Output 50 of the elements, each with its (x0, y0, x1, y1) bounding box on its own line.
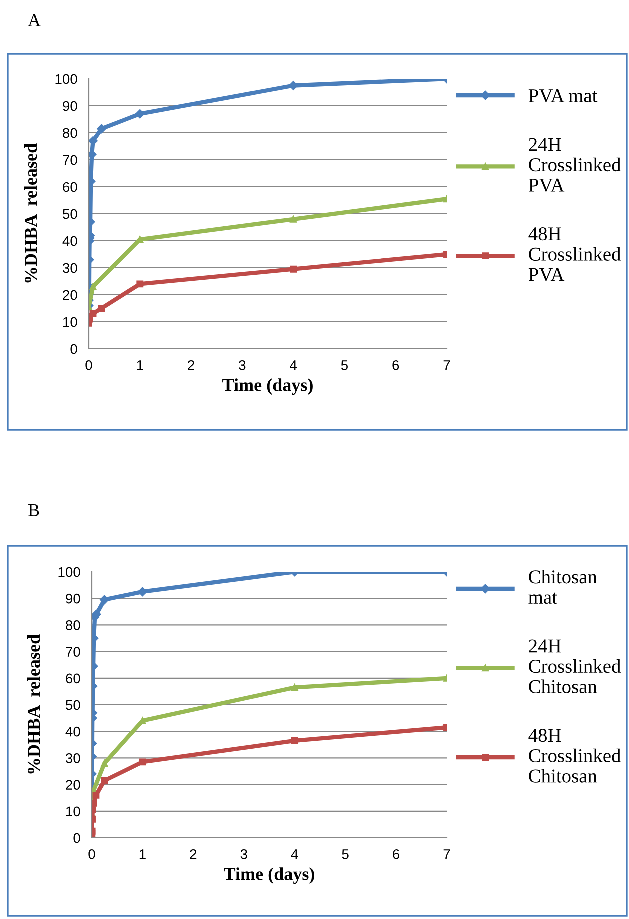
x-tick-label: 6 (392, 360, 400, 370)
chart-title: A (28, 14, 41, 26)
legend-label: 48H Crosslinked Chitosan (528, 729, 621, 783)
legend-label: 24H Crosslinked PVA (528, 138, 622, 192)
x-axis-title: Time (days) (222, 378, 313, 396)
y-tick-label: 20 (66, 780, 80, 790)
x-tick-label: 1 (140, 850, 146, 860)
x-tick-label: 7 (444, 850, 450, 860)
y-tick-label: 40 (66, 726, 80, 737)
x-tick-label: 4 (291, 850, 298, 860)
y-tick-label: 10 (64, 317, 78, 328)
x-tick-label: 0 (86, 360, 92, 370)
y-axis-title: %DHBA released (24, 144, 38, 283)
y-tick-label: 80 (66, 620, 80, 630)
y-tick-label: 70 (63, 155, 78, 166)
x-tick-label: 5 (342, 850, 349, 860)
x-tick-label: 6 (393, 849, 400, 860)
y-tick-label: 30 (66, 754, 80, 764)
x-axis-title: Time (days) (224, 868, 314, 884)
x-tick-label: 7 (444, 360, 450, 370)
y-tick-label: 40 (62, 236, 78, 246)
y-tick-label: 60 (63, 182, 78, 192)
legend-label: 48H Crosslinked PVA (528, 228, 622, 282)
y-tick-label: 100 (58, 567, 80, 578)
legend-label: PVA mat (528, 89, 598, 103)
x-tick-label: 2 (188, 360, 194, 370)
y-tick-label: 10 (66, 806, 80, 817)
y-tick-label: 80 (63, 128, 78, 138)
x-tick-label: 3 (240, 849, 248, 860)
y-tick-label: 70 (66, 647, 80, 657)
y-tick-label: 90 (63, 101, 78, 112)
y-tick-label: 100 (56, 74, 78, 84)
x-tick-label: 5 (341, 360, 348, 370)
y-tick-label: 0 (70, 344, 78, 354)
y-tick-label: 60 (66, 674, 80, 684)
y-tick-label: 50 (66, 700, 80, 710)
y-tick-label: 90 (66, 594, 80, 604)
x-tick-label: 2 (190, 849, 197, 860)
y-tick-label: 20 (63, 290, 78, 300)
x-tick-label: 1 (137, 360, 144, 370)
x-tick-label: 4 (290, 360, 298, 370)
y-tick-label: 30 (62, 263, 78, 274)
x-tick-label: 3 (239, 360, 246, 370)
y-axis-title: %DHBA released (27, 634, 40, 774)
y-tick-label: 0 (74, 833, 80, 844)
chart-title: B (28, 504, 40, 516)
x-tick-label: 0 (88, 849, 96, 860)
y-tick-label: 50 (62, 209, 78, 220)
legend-label: Chitosan mat (528, 570, 598, 604)
legend-label: 24H Crosslinked Chitosan (529, 640, 621, 694)
